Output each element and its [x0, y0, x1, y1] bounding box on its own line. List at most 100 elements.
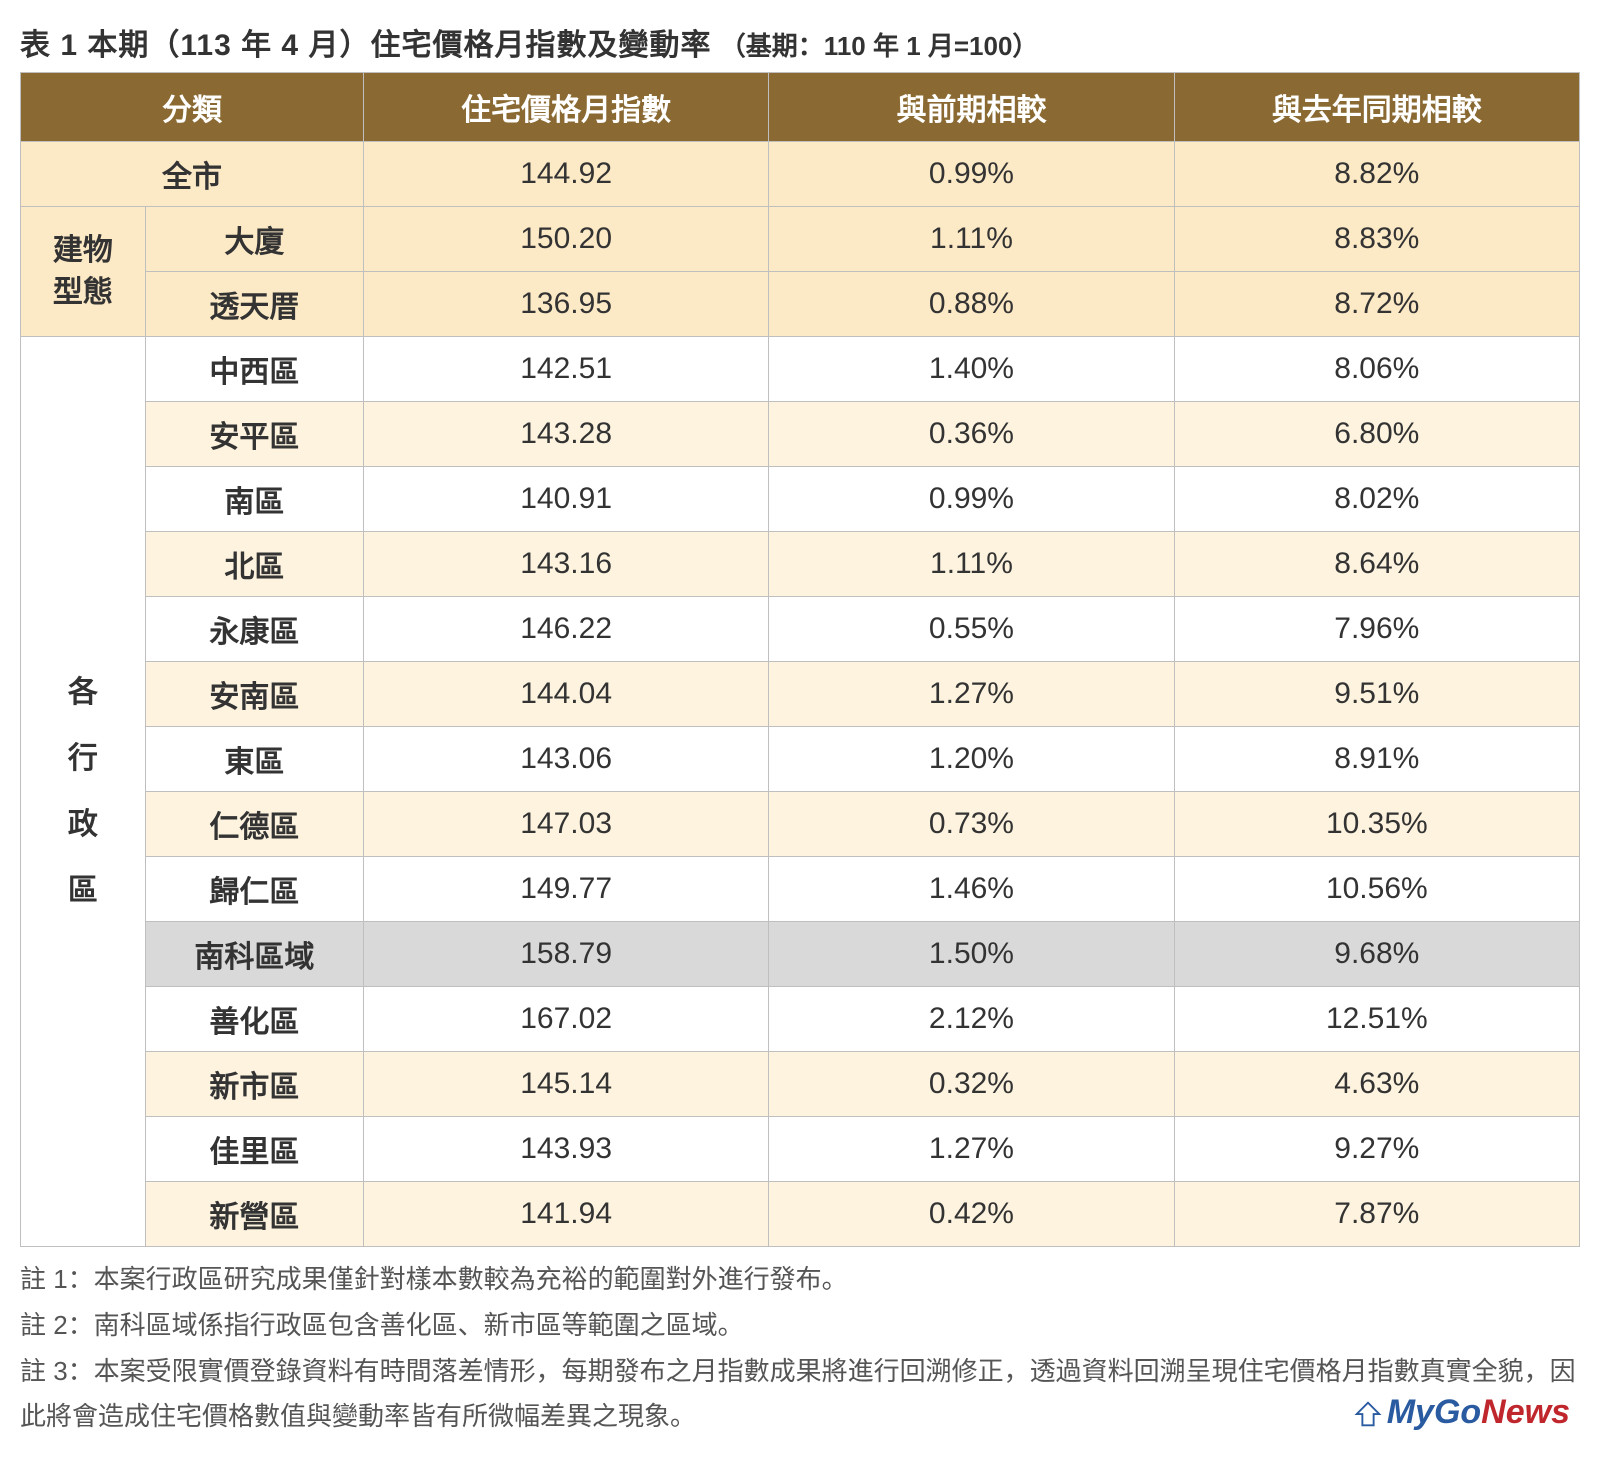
table-body: 全市144.920.99%8.82%建物型態大廈150.201.11%8.83%… [21, 142, 1580, 1247]
cell-district-name: 仁德區 [145, 792, 363, 857]
col-yoy: 與去年同期相較 [1174, 73, 1579, 142]
row-building-type: 建物型態大廈150.201.11%8.83% [21, 207, 1580, 272]
cell-yoy: 8.06% [1174, 337, 1579, 402]
row-district: 南科區域158.791.50%9.68% [21, 922, 1580, 987]
cell-yoy: 8.02% [1174, 467, 1579, 532]
cell-yoy: 12.51% [1174, 987, 1579, 1052]
logo-icon [1353, 1399, 1383, 1429]
row-district: 安平區143.280.36%6.80% [21, 402, 1580, 467]
cell-yoy: 6.80% [1174, 402, 1579, 467]
cell-mom: 0.99% [769, 142, 1174, 207]
cell-index: 144.04 [363, 662, 768, 727]
cell-district-name: 安南區 [145, 662, 363, 727]
cell-district-name: 善化區 [145, 987, 363, 1052]
cell-building-type-label: 建物型態 [21, 207, 146, 337]
header-row: 分類 住宅價格月指數 與前期相較 與去年同期相較 [21, 73, 1580, 142]
cell-index: 136.95 [363, 272, 768, 337]
row-district: 安南區144.041.27%9.51% [21, 662, 1580, 727]
cell-mom: 1.11% [769, 207, 1174, 272]
cell-index: 143.93 [363, 1117, 768, 1182]
cell-mom: 0.36% [769, 402, 1174, 467]
row-district: 新營區141.940.42%7.87% [21, 1182, 1580, 1247]
cell-yoy: 8.64% [1174, 532, 1579, 597]
cell-mom: 0.42% [769, 1182, 1174, 1247]
cell-yoy: 8.72% [1174, 272, 1579, 337]
row-district: 佳里區143.931.27%9.27% [21, 1117, 1580, 1182]
cell-district-name: 東區 [145, 727, 363, 792]
row-district: 仁德區147.030.73%10.35% [21, 792, 1580, 857]
cell-index: 150.20 [363, 207, 768, 272]
row-district: 歸仁區149.771.46%10.56% [21, 857, 1580, 922]
cell-mom: 0.99% [769, 467, 1174, 532]
cell-yoy: 10.56% [1174, 857, 1579, 922]
title-main: 表 1 本期（113 年 4 月）住宅價格月指數及變動率 [20, 29, 711, 62]
footnote: 註 1：本案行政區研究成果僅針對樣本數較為充裕的範圍對外進行發布。 [20, 1257, 1580, 1301]
cell-yoy: 9.68% [1174, 922, 1579, 987]
cell-index: 158.79 [363, 922, 768, 987]
table-title: 表 1 本期（113 年 4 月）住宅價格月指數及變動率 （基期：110 年 1… [20, 20, 1580, 64]
cell-subtype: 透天厝 [145, 272, 363, 337]
cell-index: 144.92 [363, 142, 768, 207]
cell-index: 145.14 [363, 1052, 768, 1117]
logo-news: News [1481, 1393, 1570, 1431]
cell-mom: 1.50% [769, 922, 1174, 987]
row-citywide: 全市144.920.99%8.82% [21, 142, 1580, 207]
cell-yoy: 10.35% [1174, 792, 1579, 857]
cell-mom: 1.46% [769, 857, 1174, 922]
col-mom: 與前期相較 [769, 73, 1174, 142]
col-index: 住宅價格月指數 [363, 73, 768, 142]
col-category: 分類 [21, 73, 364, 142]
cell-district-name: 北區 [145, 532, 363, 597]
cell-mom: 0.55% [769, 597, 1174, 662]
logo-my: My [1387, 1393, 1434, 1431]
cell-index: 147.03 [363, 792, 768, 857]
cell-index: 167.02 [363, 987, 768, 1052]
cell-mom: 1.27% [769, 1117, 1174, 1182]
cell-mom: 0.88% [769, 272, 1174, 337]
row-district: 北區143.161.11%8.64% [21, 532, 1580, 597]
cell-index: 142.51 [363, 337, 768, 402]
title-sub: （基期：110 年 1 月=100） [720, 31, 1039, 61]
footnote: 註 2：南科區域係指行政區包含善化區、新市區等範圍之區域。 [20, 1303, 1580, 1347]
cell-index: 146.22 [363, 597, 768, 662]
cell-citywide-label: 全市 [21, 142, 364, 207]
row-district: 各行政區中西區142.511.40%8.06% [21, 337, 1580, 402]
row-building-type: 透天厝136.950.88%8.72% [21, 272, 1580, 337]
cell-mom: 0.32% [769, 1052, 1174, 1117]
cell-index: 143.06 [363, 727, 768, 792]
logo-go: Go [1434, 1393, 1481, 1431]
footnotes: 註 1：本案行政區研究成果僅針對樣本數較為充裕的範圍對外進行發布。註 2：南科區… [20, 1257, 1580, 1438]
cell-yoy: 8.82% [1174, 142, 1579, 207]
cell-index: 143.28 [363, 402, 768, 467]
cell-yoy: 7.96% [1174, 597, 1579, 662]
cell-yoy: 8.83% [1174, 207, 1579, 272]
footnote: 註 3：本案受限實價登錄資料有時間落差情形，每期發布之月指數成果將進行回溯修正，… [20, 1349, 1580, 1437]
cell-district-name: 永康區 [145, 597, 363, 662]
watermark-logo: MyGoNews [1353, 1393, 1570, 1432]
cell-yoy: 9.51% [1174, 662, 1579, 727]
cell-yoy: 9.27% [1174, 1117, 1579, 1182]
cell-index: 143.16 [363, 532, 768, 597]
cell-yoy: 4.63% [1174, 1052, 1579, 1117]
cell-district-name: 南科區域 [145, 922, 363, 987]
cell-mom: 1.27% [769, 662, 1174, 727]
cell-index: 149.77 [363, 857, 768, 922]
cell-mom: 1.20% [769, 727, 1174, 792]
cell-yoy: 7.87% [1174, 1182, 1579, 1247]
cell-district-name: 佳里區 [145, 1117, 363, 1182]
cell-district-name: 南區 [145, 467, 363, 532]
cell-mom: 2.12% [769, 987, 1174, 1052]
row-district: 善化區167.022.12%12.51% [21, 987, 1580, 1052]
row-district: 南區140.910.99%8.02% [21, 467, 1580, 532]
cell-index: 140.91 [363, 467, 768, 532]
cell-index: 141.94 [363, 1182, 768, 1247]
cell-mom: 1.40% [769, 337, 1174, 402]
cell-district-name: 安平區 [145, 402, 363, 467]
cell-mom: 0.73% [769, 792, 1174, 857]
cell-district-name: 歸仁區 [145, 857, 363, 922]
cell-yoy: 8.91% [1174, 727, 1579, 792]
cell-district-name: 新市區 [145, 1052, 363, 1117]
row-district: 東區143.061.20%8.91% [21, 727, 1580, 792]
row-district: 永康區146.220.55%7.96% [21, 597, 1580, 662]
cell-district-name: 中西區 [145, 337, 363, 402]
